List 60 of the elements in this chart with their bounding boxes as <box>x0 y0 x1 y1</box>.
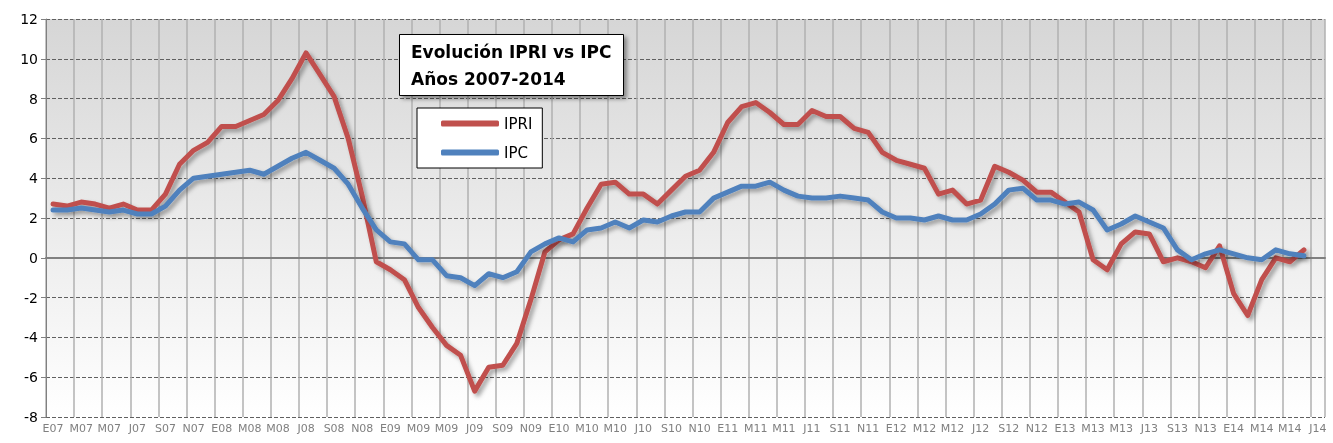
x-tick-label: N09 <box>519 422 543 435</box>
x-tick-label: M07 <box>69 422 93 435</box>
y-tick-label: 10 <box>20 50 38 67</box>
x-tick-label: J12 <box>971 422 990 435</box>
x-tick-label: E08 <box>211 422 233 435</box>
x-tick-label: E10 <box>548 422 570 435</box>
x-tick-label: N10 <box>688 422 711 435</box>
x-tick-label: N07 <box>182 422 205 435</box>
x-tick-label: M08 <box>266 422 290 435</box>
y-tick-label: -4 <box>24 329 39 346</box>
y-tick-label: 4 <box>29 170 39 187</box>
x-tick-label: N13 <box>1194 422 1217 435</box>
x-tick-label: J11 <box>802 422 821 435</box>
x-tick-label: M09 <box>434 422 459 435</box>
x-tick-label: E14 <box>1223 422 1245 435</box>
x-tick-label: J14 <box>1308 422 1327 435</box>
x-tick-label: J07 <box>127 422 146 435</box>
x-tick-label: M14 <box>1278 422 1302 435</box>
legend-label: IPC <box>504 143 528 162</box>
x-tick-label: S13 <box>1166 422 1188 435</box>
x-tick-label: M12 <box>940 422 965 435</box>
x-tick-label: M11 <box>772 422 796 435</box>
x-tick-label: M10 <box>603 422 627 435</box>
x-tick-label: E13 <box>1054 422 1076 435</box>
x-tick-label: S08 <box>323 422 345 435</box>
x-tick-label: M11 <box>744 422 768 435</box>
legend-label: IPRI <box>504 114 533 133</box>
x-tick-label: M13 <box>1109 422 1133 435</box>
x-tick-label: S11 <box>829 422 851 435</box>
x-tick-label: M07 <box>97 422 121 435</box>
x-tick-label: E09 <box>379 422 401 435</box>
x-tick-label: S12 <box>998 422 1020 435</box>
x-tick-label: M14 <box>1250 422 1274 435</box>
y-tick-label: 12 <box>20 11 38 27</box>
x-tick-label: N12 <box>1025 422 1048 435</box>
x-tick-label: E11 <box>717 422 739 435</box>
y-tick-label: 2 <box>29 210 38 226</box>
x-tick-label: M10 <box>575 422 599 435</box>
x-tick-label: M13 <box>1081 422 1105 435</box>
y-tick-label: -2 <box>24 289 38 306</box>
y-tick-label: -6 <box>24 369 39 386</box>
x-tick-label: S07 <box>154 422 176 435</box>
x-tick-label: E07 <box>42 422 64 435</box>
x-tick-label: M09 <box>406 422 431 435</box>
y-tick-label: 6 <box>29 130 39 147</box>
x-tick-label: S10 <box>660 422 682 435</box>
y-tick-label: 0 <box>29 249 38 266</box>
y-tick-label: 8 <box>29 90 38 107</box>
x-tick-label: N11 <box>857 422 880 435</box>
x-tick-label: J08 <box>296 422 315 435</box>
x-tick-label: S09 <box>492 422 514 435</box>
x-tick-label: J10 <box>633 422 652 435</box>
y-tick-label: -8 <box>24 409 38 425</box>
x-tick-label: J09 <box>465 422 484 435</box>
x-tick-label: E12 <box>885 422 907 435</box>
x-tick-label: N08 <box>351 422 374 435</box>
x-tick-label: M08 <box>238 422 262 435</box>
text: Evolución IPRI vs IPC Años 2007-2014 <box>411 41 612 89</box>
x-tick-label: M12 <box>912 422 937 435</box>
x-tick-label: J13 <box>1139 422 1158 435</box>
